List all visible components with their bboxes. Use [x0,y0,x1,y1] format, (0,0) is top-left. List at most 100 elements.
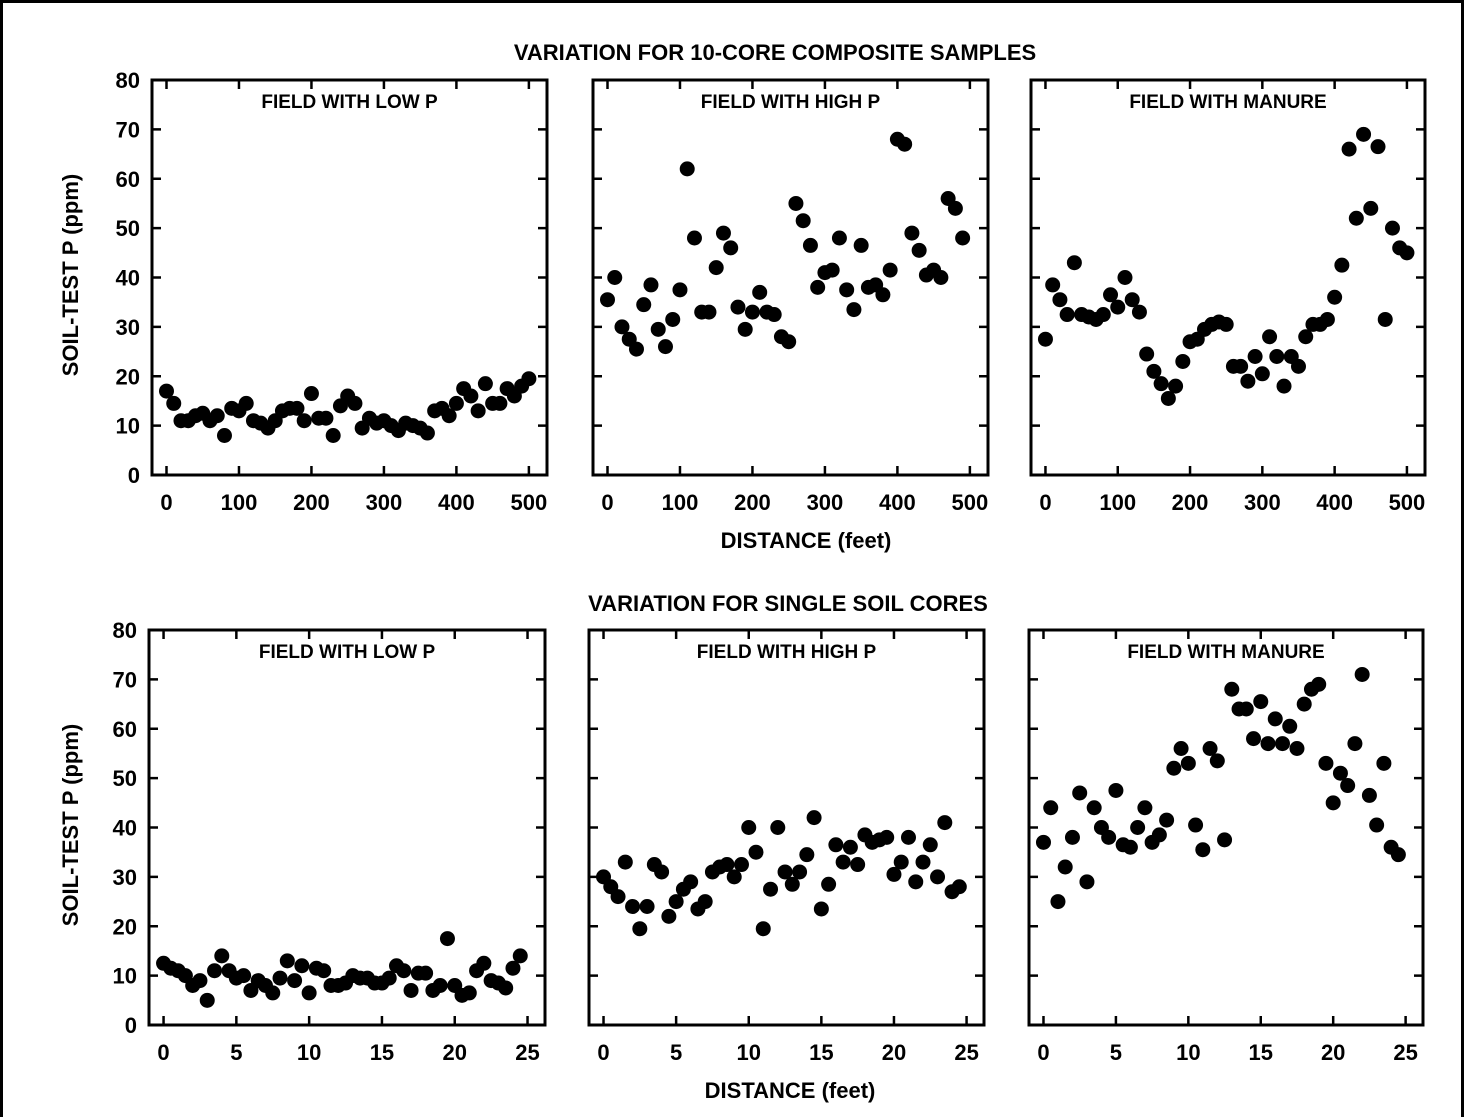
data-point [396,963,412,979]
data-point [236,968,252,984]
data-point [813,901,829,917]
x-tick-label: 5 [230,1040,242,1065]
data-point [821,876,837,892]
x-tick-label: 400 [438,490,475,515]
data-point [301,985,317,1001]
x-tick-label: 300 [807,490,844,515]
data-point [1139,346,1155,362]
data-point [1160,390,1176,406]
data-point [209,408,225,424]
data-point [1153,376,1169,392]
data-point [318,410,334,426]
data-point [238,395,254,411]
data-point [882,262,898,278]
data-point [289,400,305,416]
data-point [792,864,808,880]
x-tick-label: 0 [601,490,613,515]
data-point [1168,378,1184,394]
data-point [1217,832,1233,848]
x-tick-label: 20 [1321,1040,1345,1065]
data-point [448,395,464,411]
data-point [625,899,641,914]
data-point [381,970,397,986]
y-tick-label: 0 [128,463,140,488]
panel-title: FIELD WITH LOW P [261,92,438,113]
data-point [1035,834,1051,850]
data-point [512,948,528,964]
data-point [1370,139,1386,155]
data-point [498,980,514,996]
data-point [1072,785,1088,801]
y-tick-label: 60 [113,717,137,742]
data-point [730,299,746,315]
data-point [492,395,508,411]
panel-title: FIELD WITH HIGH P [697,642,877,663]
data-point [839,282,855,298]
data-point [733,857,749,873]
data-point [607,270,623,285]
data-point [403,982,419,998]
data-point [955,230,971,246]
data-point [661,908,677,924]
data-point [1238,701,1254,717]
x-tick-label: 25 [515,1040,539,1065]
data-point [207,963,223,979]
data-point [628,341,644,357]
data-point [1043,800,1059,816]
data-point [708,260,724,276]
data-point [828,837,844,853]
x-tick-label: 10 [737,1040,761,1065]
data-point [744,304,760,320]
data-point [853,237,869,253]
data-point [1361,787,1377,803]
data-point [686,230,702,246]
data-point [1166,760,1182,776]
data-point [930,869,946,885]
data-point [1233,358,1249,374]
data-point [1175,353,1191,369]
top-y-axis-label: SOIL-TEST P (ppm) [58,174,83,376]
data-point [1195,842,1211,858]
data-point [1332,765,1348,781]
data-point [933,270,949,285]
data-point [752,284,768,300]
data-point [737,321,753,337]
data-point [1340,778,1356,794]
x-tick-label: 15 [370,1040,394,1065]
data-point [947,200,963,216]
data-point [904,225,920,241]
data-point [272,970,288,986]
y-tick-label: 70 [113,667,137,692]
data-point [755,921,771,937]
data-point [1354,666,1370,682]
data-point [1376,755,1392,771]
data-point [463,388,479,404]
data-point [1124,292,1140,308]
x-tick-label: 10 [1176,1040,1200,1065]
data-point [418,965,434,981]
data-point [911,242,927,258]
x-tick-label: 0 [157,1040,169,1065]
data-point [806,810,822,826]
data-point [842,839,858,855]
data-point [937,815,953,831]
data-point [1130,820,1146,835]
data-point [192,973,208,989]
data-point [875,287,891,303]
data-point [1327,289,1343,305]
data-point [1057,859,1073,875]
data-point [1108,782,1124,798]
data-point [1282,718,1298,734]
data-point [1246,731,1262,747]
data-point [886,866,902,882]
top-x-axis-label: DISTANCE (feet) [721,528,892,553]
panel-2: FIELD WITH HIGH P 0 100 200 300 400 500 [591,78,990,515]
data-point [781,334,797,350]
x-tick-label: 15 [1249,1040,1273,1065]
data-point [1037,331,1053,347]
data-point [325,428,341,443]
x-tick-label: 200 [293,490,330,515]
y-tick-label: 30 [116,315,140,340]
data-point [1341,141,1357,157]
data-point [679,161,695,177]
